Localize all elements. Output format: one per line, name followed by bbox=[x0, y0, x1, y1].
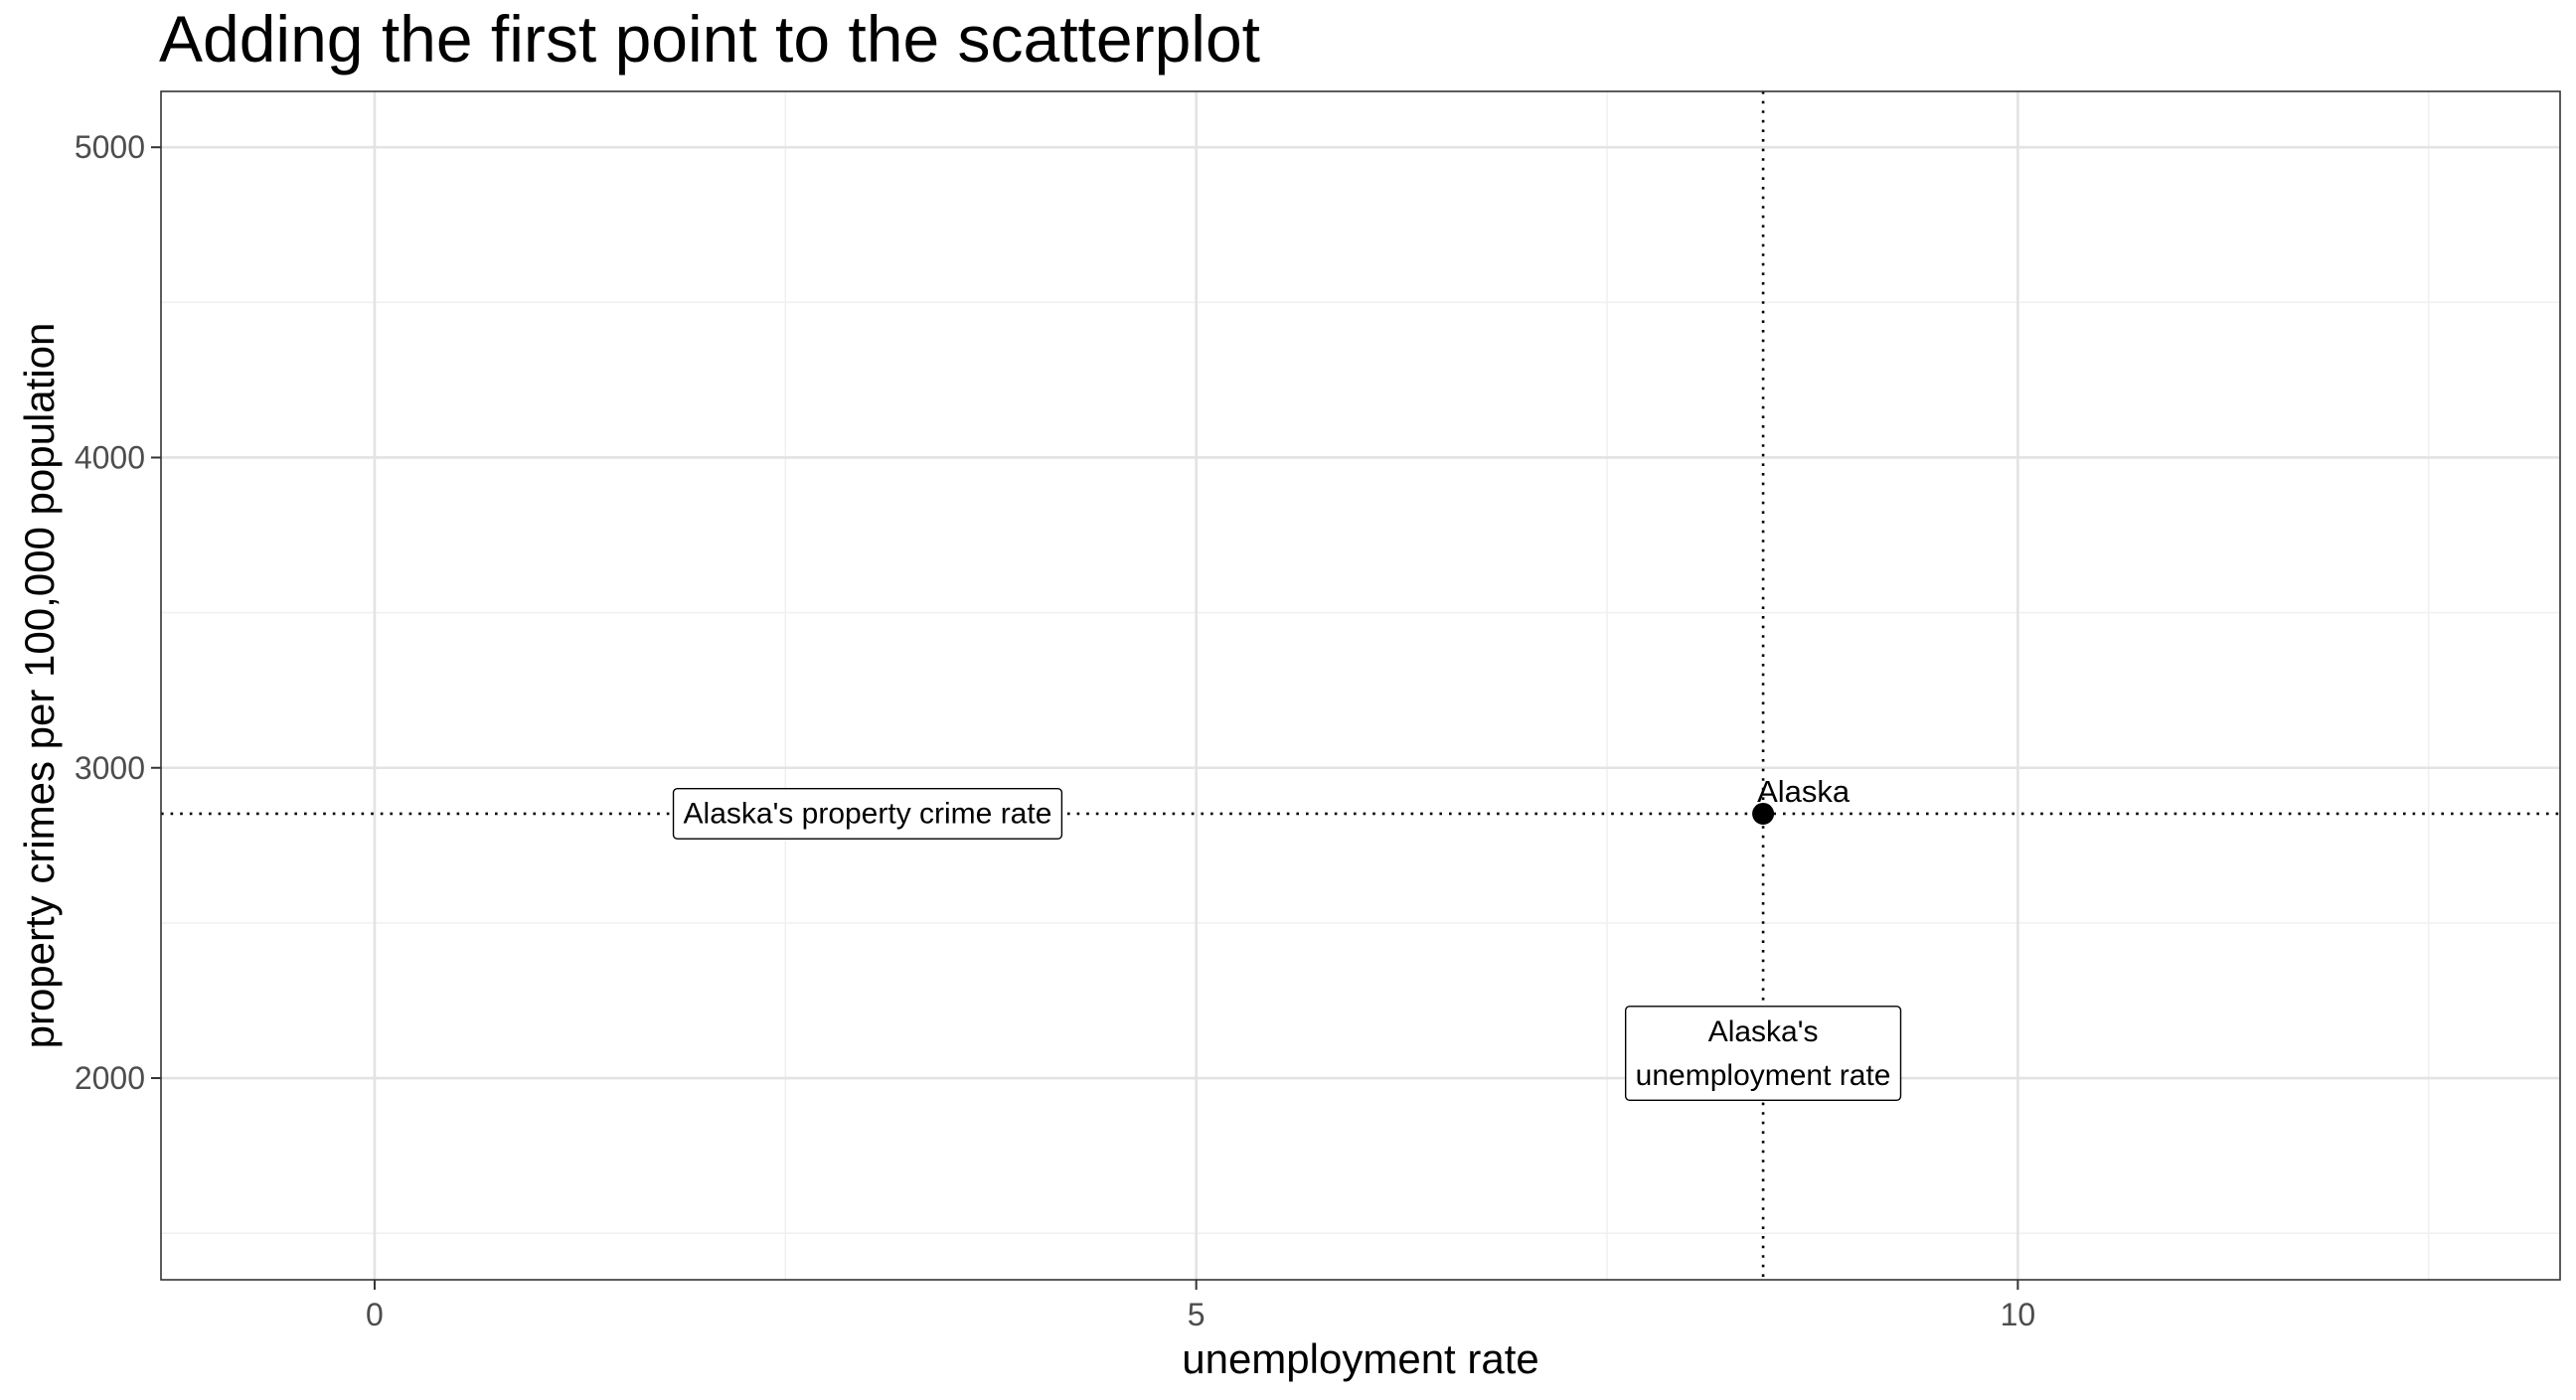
chart-title: Adding the first point to the scatterplo… bbox=[159, 2, 1260, 76]
annotation-label: Alaska's unemployment rate bbox=[1624, 1006, 1902, 1101]
annotation-box bbox=[1624, 1006, 1902, 1101]
x-tick-label: 5 bbox=[1188, 1297, 1206, 1332]
data-point bbox=[1752, 802, 1775, 825]
grid bbox=[161, 91, 2560, 1280]
point-label: Alaska bbox=[1757, 774, 1851, 809]
x-tick-label: 10 bbox=[2001, 1297, 2036, 1332]
data-points: Alaska bbox=[1752, 774, 1851, 825]
annotation-text: unemployment rate bbox=[1636, 1059, 1891, 1092]
annotation-box bbox=[672, 788, 1063, 840]
plot-panel-border bbox=[160, 90, 2561, 1281]
y-tick-label: 4000 bbox=[75, 439, 145, 475]
annotation-text: Alaska's bbox=[1708, 1015, 1819, 1048]
x-axis-title: unemployment rate bbox=[1182, 1335, 1539, 1382]
y-tick-label: 2000 bbox=[75, 1060, 145, 1096]
y-tick-label: 5000 bbox=[75, 129, 145, 165]
axes: 0 5 10 2000 3000 4000 5000 bbox=[75, 129, 2035, 1332]
x-tick-label: 0 bbox=[366, 1297, 384, 1332]
annotations: Alaska's property crime rate Alaska's unem… bbox=[672, 788, 1902, 1101]
annotation-text: Alaska's property crime rate bbox=[684, 798, 1052, 831]
y-tick-label: 3000 bbox=[75, 750, 145, 786]
y-axis-title: property crimes per 100,000 population bbox=[16, 323, 63, 1049]
annotation-label: Alaska's property crime rate bbox=[672, 788, 1063, 840]
